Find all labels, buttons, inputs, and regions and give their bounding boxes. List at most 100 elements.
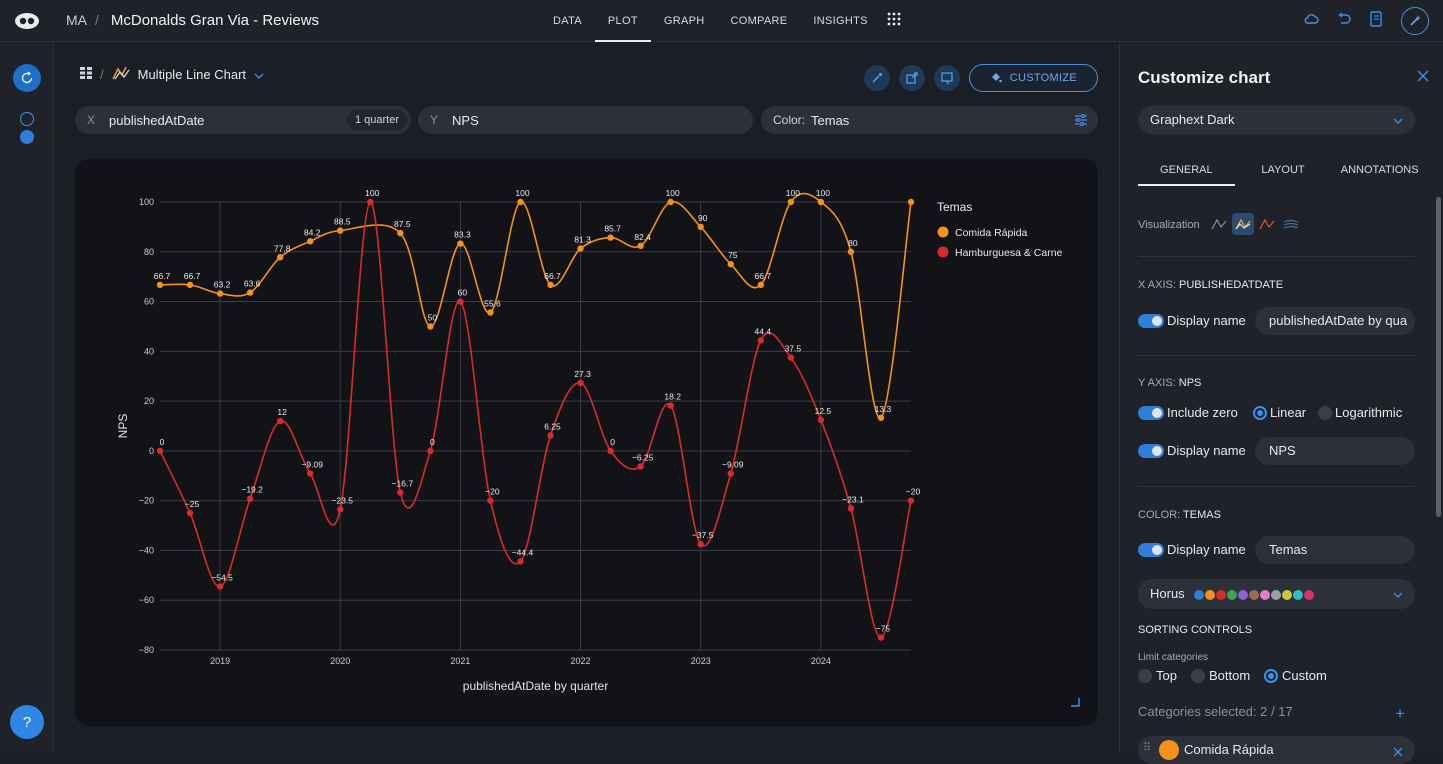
grid-view-icon[interactable] [80,67,92,82]
app-logo-icon[interactable] [0,0,54,42]
color-display-name-toggle[interactable] [1138,543,1164,557]
line-plain-icon[interactable] [1208,213,1230,235]
linear-radio[interactable] [1253,406,1267,420]
customize-button[interactable]: CUSTOMIZE [968,64,1098,92]
y-axis-name: NPS [1178,377,1202,389]
sync-icon[interactable] [20,130,34,144]
bottom-radio[interactable] [1191,669,1205,683]
data-point [637,463,644,470]
present-icon[interactable] [933,65,960,91]
data-label: 55.6 [484,299,501,309]
line-area-icon[interactable] [1256,213,1278,235]
y-display-name-input[interactable]: NPS [1255,437,1415,465]
data-label: 100 [365,188,379,198]
magic-wand-button[interactable] [1401,7,1429,35]
add-category-icon[interactable]: + [1395,704,1405,723]
theme-select[interactable]: Graphext Dark [1138,106,1415,134]
y-display-name-toggle[interactable] [1138,444,1164,458]
data-point [817,198,825,206]
top-radio[interactable] [1138,669,1152,683]
x-tick-label: 2023 [691,656,711,666]
data-label: 12 [277,407,287,417]
palette-select[interactable]: Horus [1138,579,1415,609]
chevron-down-icon[interactable] [254,67,264,82]
data-label: 81.3 [574,235,591,245]
tab-general[interactable]: GENERAL [1138,156,1235,192]
custom-radio[interactable] [1264,669,1278,683]
x-display-name-input[interactable]: publishedAtDate by qua [1255,307,1415,335]
export-icon[interactable] [898,65,925,91]
data-point [427,323,434,330]
legend-title: Temas [937,200,972,214]
legend-swatch [937,226,949,238]
y-tick-label: −80 [139,645,154,655]
undo-icon[interactable] [1337,11,1351,31]
data-label: −75 [876,624,891,634]
data-point [307,238,314,245]
data-point [757,337,764,344]
include-zero-toggle[interactable] [1138,406,1164,420]
line-multi-icon[interactable] [1232,213,1254,235]
line-chart[interactable]: 100 80 60 40 20 0 −20 −40 −60 −80 2019 2020 2021 2022… [75,159,1098,726]
data-label: 50 [428,312,438,322]
customize-label: CUSTOMIZE [1009,72,1077,84]
x-bucket-selector[interactable]: 1 quarter [346,109,407,131]
tab-insights[interactable]: INSIGHTS [813,15,868,27]
close-icon[interactable] [1417,69,1429,87]
tab-annotations[interactable]: ANNOTATIONS [1340,164,1419,176]
color-field-selector[interactable]: Color: Temas [761,106,1098,134]
project-title[interactable]: McDonalds Gran Via - Reviews [110,12,320,29]
category-item[interactable]: ⠿ Comida Rápida [1138,736,1415,764]
category-color-swatch[interactable] [1159,740,1179,760]
line-stream-icon[interactable] [1280,213,1302,235]
x-tick-label: 2024 [811,656,831,666]
color-field-value: Temas [811,112,850,128]
x-display-name-toggle[interactable] [1138,314,1164,328]
resize-handle-icon[interactable] [1070,694,1080,712]
data-point [787,198,795,206]
logarithmic-label: Logarithmic [1335,405,1403,420]
data-point [817,416,825,423]
palette-swatch [1227,589,1238,600]
data-label: 87.5 [394,219,411,229]
data-label: 100 [666,188,680,198]
remove-category-icon[interactable] [1393,744,1403,762]
data-label: −9.09 [722,460,744,470]
data-point [397,489,404,496]
tab-layout[interactable]: LAYOUT [1261,164,1305,176]
palette-swatch [1271,589,1282,600]
apps-grid-icon[interactable] [887,12,901,31]
drag-handle-icon[interactable]: ⠿ [1143,742,1152,754]
data-point [847,505,855,512]
wand-icon[interactable] [863,65,890,91]
help-button[interactable]: ? [10,705,44,739]
tab-compare[interactable]: COMPARE [730,15,788,27]
history-button[interactable] [13,64,41,92]
data-point [667,198,674,206]
color-display-name-input[interactable]: Temas [1255,536,1415,564]
logarithmic-radio[interactable] [1318,406,1332,420]
chevron-down-icon [1393,579,1403,609]
cloud-icon[interactable] [1303,12,1319,30]
data-point [877,414,885,421]
data-label: −23.1 [842,494,864,504]
notebook-icon[interactable] [1369,10,1383,32]
workspace-link[interactable]: MA [66,12,87,28]
x-tick-label: 2020 [330,656,350,666]
data-label: −20 [485,487,500,497]
chart-type-selector[interactable]: Multiple Line Chart [137,67,247,82]
tab-graph[interactable]: GRAPH [663,15,705,27]
filter-settings-icon[interactable] [1074,113,1088,130]
data-label: 84.2 [304,227,321,237]
tab-data[interactable]: DATA [553,15,582,27]
x-field-selector[interactable]: X publishedAtDate 1 quarter [75,106,411,134]
data-point [787,354,795,361]
data-point [607,234,614,241]
sorting-controls-label: SORTING CONTROLS [1138,624,1253,636]
chart-container: 100 80 60 40 20 0 −20 −40 −60 −80 2019 2020 2021 2022… [75,159,1098,726]
series-line-comida-rapida [159,192,912,419]
y-field-selector[interactable]: Y NPS [418,106,753,134]
tab-plot[interactable]: PLOT [594,0,651,42]
sidebar-scrollbar[interactable] [1436,197,1441,517]
layer-icon[interactable] [20,112,34,126]
